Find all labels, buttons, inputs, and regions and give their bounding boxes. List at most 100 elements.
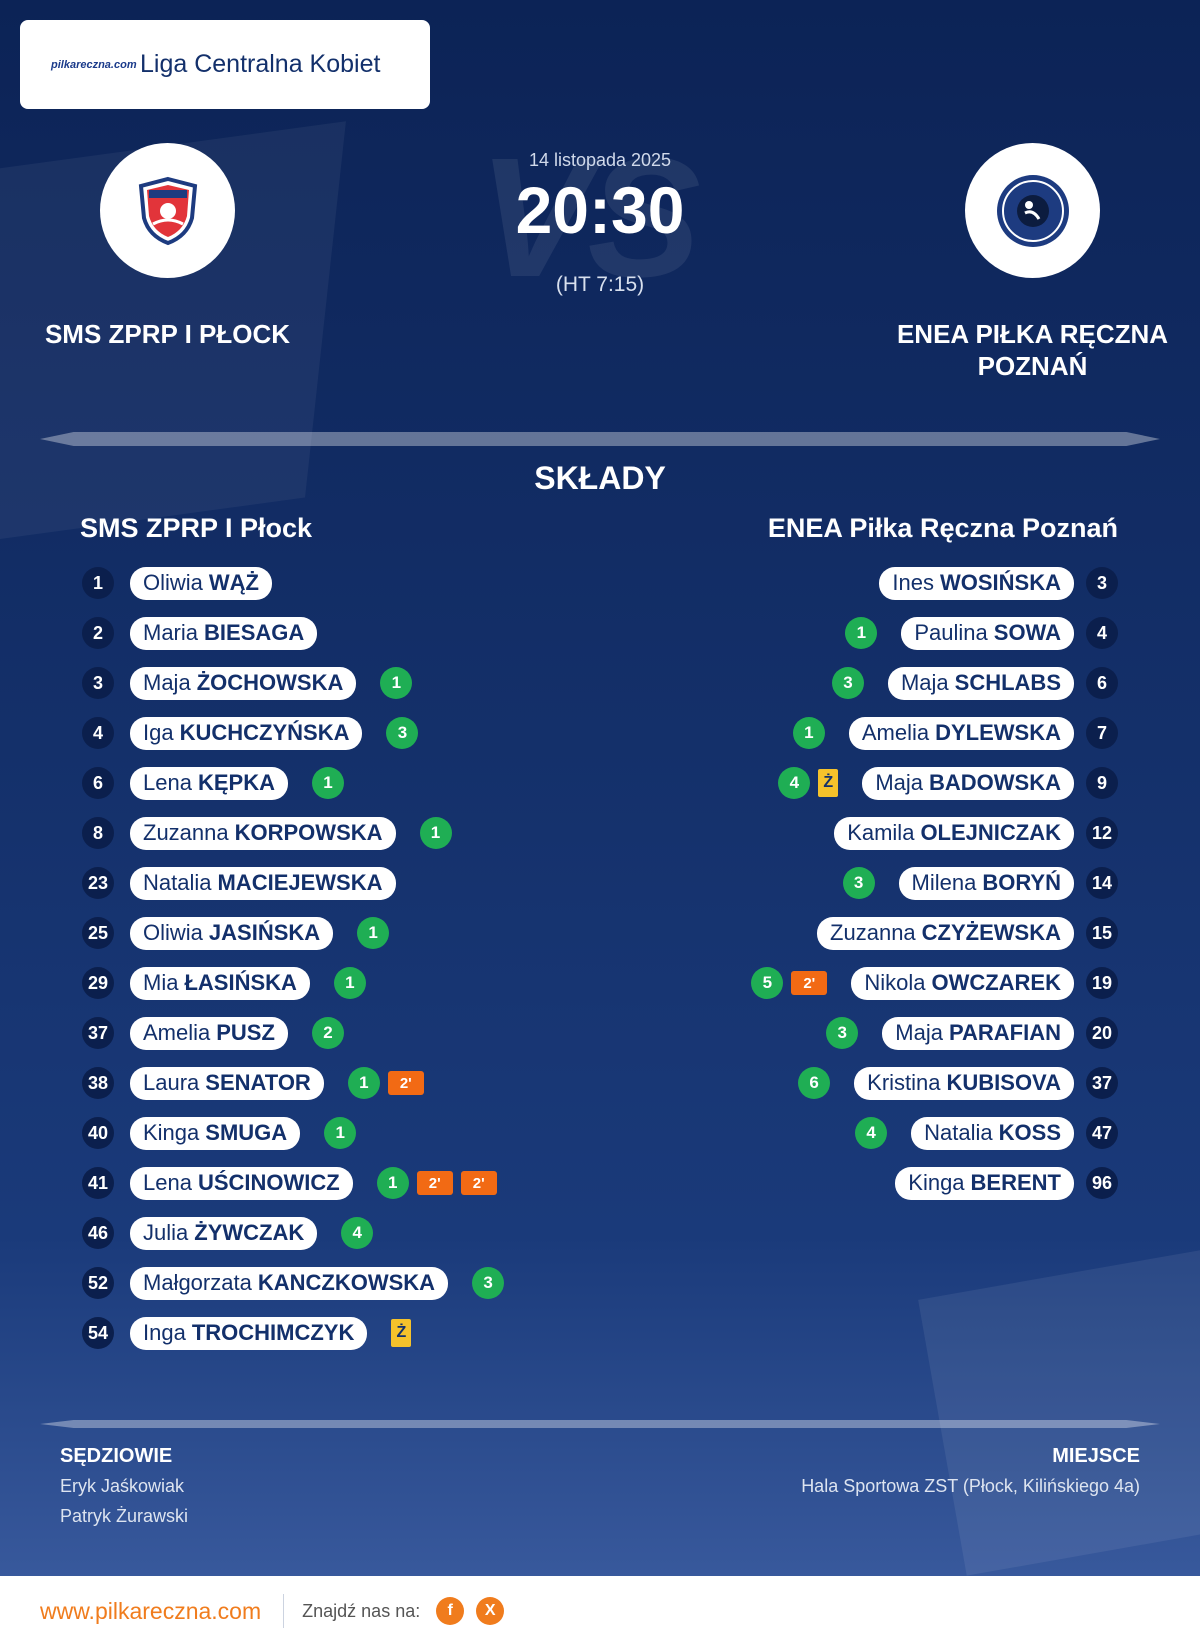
player-row: Kamila OLEJNICZAK 12 bbox=[751, 808, 1118, 858]
player-first-name: Maja bbox=[875, 770, 923, 795]
player-number: 9 bbox=[1086, 767, 1118, 799]
site-logo-icon: pilkareczna.com bbox=[51, 58, 137, 71]
player-first-name: Oliwia bbox=[143, 570, 203, 595]
away-roster-title: ENEA Piłka Ręczna Poznań bbox=[767, 513, 1118, 543]
goals-badge: 1 bbox=[419, 817, 452, 849]
player-first-name: Ines bbox=[892, 570, 934, 595]
home-roster-title: SMS ZPRP I Płock bbox=[80, 513, 313, 543]
player-name: Małgorzata KANCZKOWSKA bbox=[130, 1266, 449, 1300]
player-row: 37 Amelia PUSZ 2 bbox=[82, 1008, 504, 1058]
player-name: Maja SCHLABS bbox=[887, 666, 1074, 700]
player-number: 3 bbox=[1086, 567, 1118, 599]
referee-name: Patryk Żurawski bbox=[60, 1506, 189, 1526]
player-row: 8 Zuzanna KORPOWSKA 1 bbox=[82, 808, 504, 858]
goals-badge: 2 bbox=[311, 1017, 344, 1049]
player-first-name: Kinga bbox=[143, 1120, 200, 1145]
final-score: 20:30 bbox=[515, 173, 685, 247]
player-first-name: Kinga bbox=[908, 1170, 965, 1195]
player-row: 41 Lena UŚCINOWICZ 1 2' 2' bbox=[82, 1158, 504, 1208]
player-number: 23 bbox=[82, 867, 114, 899]
player-row: 3 Maja ŻOCHOWSKA 1 bbox=[82, 658, 504, 708]
player-row: 3 Milena BORYŃ 14 bbox=[751, 858, 1118, 908]
goals-badge: 1 bbox=[380, 667, 413, 699]
player-last-name: TROCHIMCZYK bbox=[191, 1320, 355, 1345]
player-first-name: Julia bbox=[143, 1220, 189, 1245]
player-last-name: UŚCINOWICZ bbox=[197, 1170, 340, 1195]
player-name: Julia ŻYWCZAK bbox=[130, 1216, 318, 1250]
match-date: 14 listopada 2025 bbox=[528, 150, 672, 170]
x-icon[interactable]: X bbox=[476, 1597, 505, 1625]
facebook-icon[interactable]: f bbox=[436, 1597, 465, 1625]
player-row: 6 Lena KĘPKA 1 bbox=[82, 758, 504, 808]
player-number: 46 bbox=[82, 1217, 114, 1249]
player-row: 25 Oliwia JASIŃSKA 1 bbox=[82, 908, 504, 958]
goals-badge: 1 bbox=[333, 967, 366, 999]
player-last-name: DYLEWSKA bbox=[935, 720, 1061, 745]
league-header: pilkareczna.com Liga Centralna Kobiet bbox=[20, 20, 430, 109]
player-last-name: KANCZKOWSKA bbox=[257, 1270, 436, 1295]
player-row: Kinga BERENT 96 bbox=[751, 1158, 1118, 1208]
player-number: 40 bbox=[82, 1117, 114, 1149]
player-name: Laura SENATOR bbox=[130, 1066, 324, 1100]
player-number: 41 bbox=[82, 1167, 114, 1199]
background-shape bbox=[918, 1244, 1200, 1576]
goals-badge: 1 bbox=[347, 1067, 380, 1099]
player-name: Zuzanna KORPOWSKA bbox=[130, 816, 396, 850]
player-last-name: KOSS bbox=[998, 1120, 1061, 1145]
player-row: 38 Laura SENATOR 1 2' bbox=[82, 1058, 504, 1108]
home-team-logo bbox=[100, 143, 235, 278]
player-row: 1 Oliwia WĄŻ bbox=[82, 558, 504, 608]
player-last-name: PUSZ bbox=[216, 1020, 275, 1045]
player-last-name: KĘPKA bbox=[197, 770, 275, 795]
venue-name: Hala Sportowa ZST (Płock, Kilińskiego 4a… bbox=[801, 1476, 1140, 1496]
player-name: Kinga SMUGA bbox=[130, 1116, 301, 1150]
player-number: 12 bbox=[1086, 817, 1118, 849]
goals-badge: 1 bbox=[357, 917, 390, 949]
player-last-name: PARAFIAN bbox=[948, 1020, 1061, 1045]
player-number: 3 bbox=[82, 667, 114, 699]
player-last-name: MACIEJEWSKA bbox=[217, 870, 383, 895]
player-first-name: Natalia bbox=[143, 870, 212, 895]
footer-divider bbox=[283, 1594, 285, 1628]
player-name: Oliwia WĄŻ bbox=[130, 566, 272, 600]
player-number: 47 bbox=[1086, 1117, 1118, 1149]
goals-badge: 3 bbox=[826, 1017, 859, 1049]
suspension-badge: 2' bbox=[387, 1071, 424, 1095]
player-number: 37 bbox=[82, 1017, 114, 1049]
halftime-score: (HT 7:15) bbox=[555, 273, 645, 296]
away-roster: Ines WOSIŃSKA 3 1 Paulina SOWA 4 3 Maja SCHLABS 6 1… bbox=[751, 558, 1118, 1208]
player-name: Natalia KOSS bbox=[911, 1116, 1074, 1150]
player-row: 40 Kinga SMUGA 1 bbox=[82, 1108, 504, 1158]
player-number: 4 bbox=[82, 717, 114, 749]
player-number: 2 bbox=[82, 617, 114, 649]
player-first-name: Milena bbox=[911, 870, 977, 895]
player-first-name: Maja bbox=[895, 1020, 943, 1045]
player-last-name: KORPOWSKA bbox=[234, 820, 383, 845]
player-number: 6 bbox=[1086, 667, 1118, 699]
venue-title: MIEJSCE bbox=[1052, 1445, 1140, 1467]
player-number: 37 bbox=[1086, 1067, 1118, 1099]
player-last-name: WĄŻ bbox=[208, 570, 259, 595]
goals-badge: 3 bbox=[831, 667, 864, 699]
player-name: Natalia MACIEJEWSKA bbox=[130, 866, 396, 900]
player-number: 14 bbox=[1086, 867, 1118, 899]
player-name: Kristina KUBISOVA bbox=[854, 1066, 1074, 1100]
goals-badge: 1 bbox=[311, 767, 344, 799]
player-first-name: Lena bbox=[143, 1170, 192, 1195]
goals-badge: 1 bbox=[376, 1167, 409, 1199]
player-name: Mia ŁASIŃSKA bbox=[130, 966, 310, 1000]
player-row: 3 Maja SCHLABS 6 bbox=[751, 658, 1118, 708]
player-number: 29 bbox=[82, 967, 114, 999]
yellow-card-icon: Ż bbox=[391, 1319, 412, 1347]
player-first-name: Zuzanna bbox=[143, 820, 229, 845]
home-roster: 1 Oliwia WĄŻ 2 Maria BIESAGA 3 Maja ŻOCHOWSKA 1 4 I… bbox=[82, 558, 505, 1358]
player-row: 46 Julia ŻYWCZAK 4 bbox=[82, 1208, 504, 1258]
player-last-name: CZYŻEWSKA bbox=[921, 920, 1061, 945]
website-link[interactable]: www.pilkareczna.com bbox=[40, 1597, 262, 1624]
player-last-name: ŻYWCZAK bbox=[194, 1220, 305, 1245]
player-name: Iga KUCHCZYŃSKA bbox=[130, 716, 363, 750]
player-last-name: SOWA bbox=[993, 620, 1061, 645]
player-number: 7 bbox=[1086, 717, 1118, 749]
suspension-badge: 2' bbox=[460, 1171, 497, 1195]
footer: www.pilkareczna.com Znajdź nas na: f X bbox=[0, 1576, 1200, 1646]
